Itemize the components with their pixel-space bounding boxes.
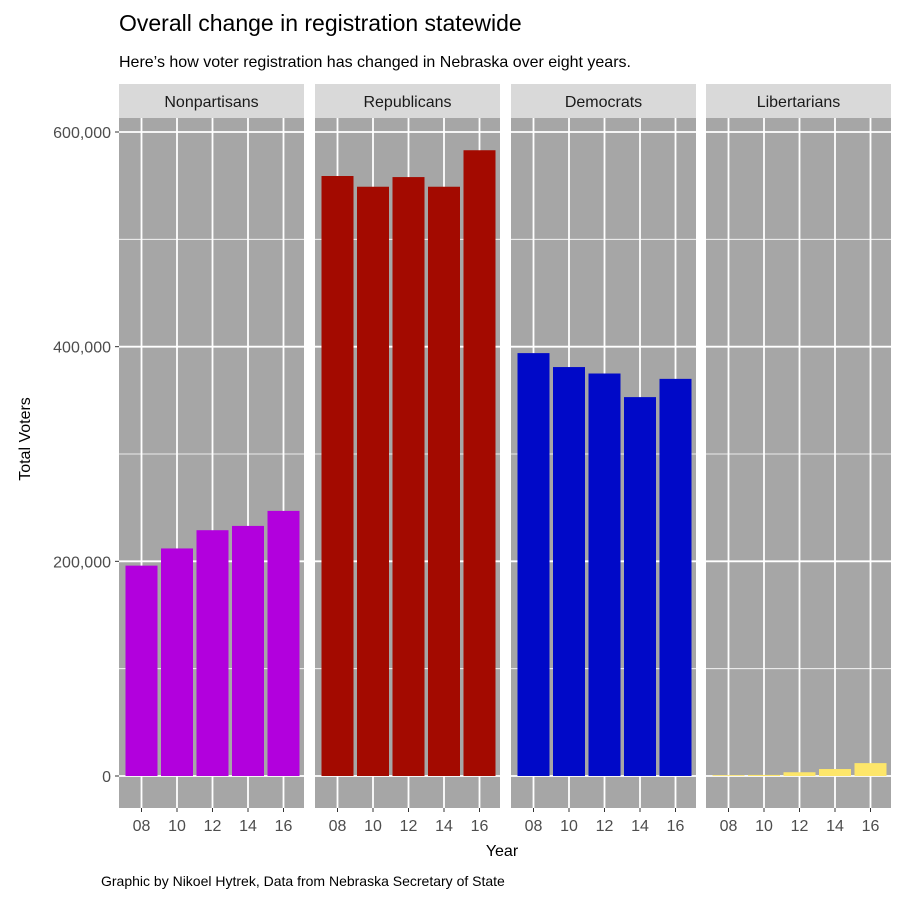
bar-republicans-14	[428, 186, 460, 777]
bar-nonpartisans-14	[232, 525, 264, 776]
bar-libertarians-14	[819, 769, 851, 776]
strip-background	[119, 84, 304, 118]
x-tick-label: 10	[560, 818, 578, 835]
x-tick-label: 08	[525, 818, 543, 835]
y-axis-title: Total Voters	[17, 397, 34, 481]
x-tick-label: 14	[239, 818, 257, 835]
x-tick-label: 08	[133, 818, 151, 835]
panel-democrats: Democrats 08 10 12 14 16	[511, 84, 696, 835]
bar-nonpartisans-10	[161, 548, 193, 776]
chart-subtitle: Here’s how voter registration has change…	[119, 54, 631, 71]
y-tick-label: 200,000	[53, 554, 111, 571]
bar-republicans-10	[357, 186, 389, 777]
chart-caption: Graphic by Nikoel Hytrek, Data from Nebr…	[101, 873, 505, 889]
panel-republicans: Republicans 08 10 12 14 16	[315, 84, 500, 835]
y-tick-label: 600,000	[53, 125, 111, 142]
bar-republicans-08	[321, 176, 354, 777]
x-tick-label: 12	[596, 818, 614, 835]
x-tick-label: 14	[826, 818, 844, 835]
strip-label: Republicans	[363, 94, 451, 111]
bar-republicans-12	[392, 177, 425, 776]
panel-libertarians: Libertarians 08 10 12 14 16	[706, 84, 891, 835]
y-tick-label: 0	[102, 769, 111, 786]
x-tick-label: 10	[755, 818, 773, 835]
strip-label: Democrats	[565, 94, 642, 111]
bar-democrats-08	[517, 353, 550, 776]
strip-background	[706, 84, 891, 118]
bar-democrats-16	[659, 378, 692, 776]
x-tick-label: 12	[791, 818, 809, 835]
strip-label: Libertarians	[757, 94, 841, 111]
bar-libertarians-10	[748, 774, 780, 776]
x-tick-label: 16	[471, 818, 489, 835]
x-tick-label: 16	[862, 818, 880, 835]
panel-nonpartisans: Nonpartisans 08 10 12 14 16	[119, 84, 304, 835]
x-tick-label: 08	[720, 818, 738, 835]
x-tick-label: 08	[329, 818, 347, 835]
bar-nonpartisans-16	[267, 510, 300, 776]
y-axis: 0 200,000 400,000 600,000	[53, 125, 119, 786]
bar-libertarians-12	[783, 772, 816, 776]
x-tick-label: 12	[204, 818, 222, 835]
x-tick-label: 14	[435, 818, 453, 835]
x-tick-label: 16	[275, 818, 293, 835]
x-tick-label: 14	[631, 818, 649, 835]
x-tick-label: 16	[667, 818, 685, 835]
x-tick-label: 10	[364, 818, 382, 835]
chart-title: Overall change in registration statewide	[119, 10, 522, 36]
bar-nonpartisans-08	[125, 565, 158, 776]
strip-label: Nonpartisans	[164, 94, 258, 111]
y-tick-label: 400,000	[53, 340, 111, 357]
strip-background	[315, 84, 500, 118]
bar-nonpartisans-12	[196, 530, 229, 776]
bar-democrats-14	[624, 397, 656, 776]
panel-background	[706, 118, 891, 808]
strip-background	[511, 84, 696, 118]
bar-libertarians-08	[712, 775, 745, 776]
bar-democrats-10	[553, 367, 585, 776]
bar-libertarians-16	[854, 763, 887, 776]
bar-democrats-12	[588, 373, 621, 776]
facet-panels: Nonpartisans 08 10 12 14 16 Republicans 08 10 12 1…	[119, 84, 891, 835]
x-tick-label: 10	[168, 818, 186, 835]
x-axis-title: Year	[486, 843, 519, 860]
x-tick-label: 12	[400, 818, 418, 835]
bar-republicans-16	[463, 150, 496, 776]
